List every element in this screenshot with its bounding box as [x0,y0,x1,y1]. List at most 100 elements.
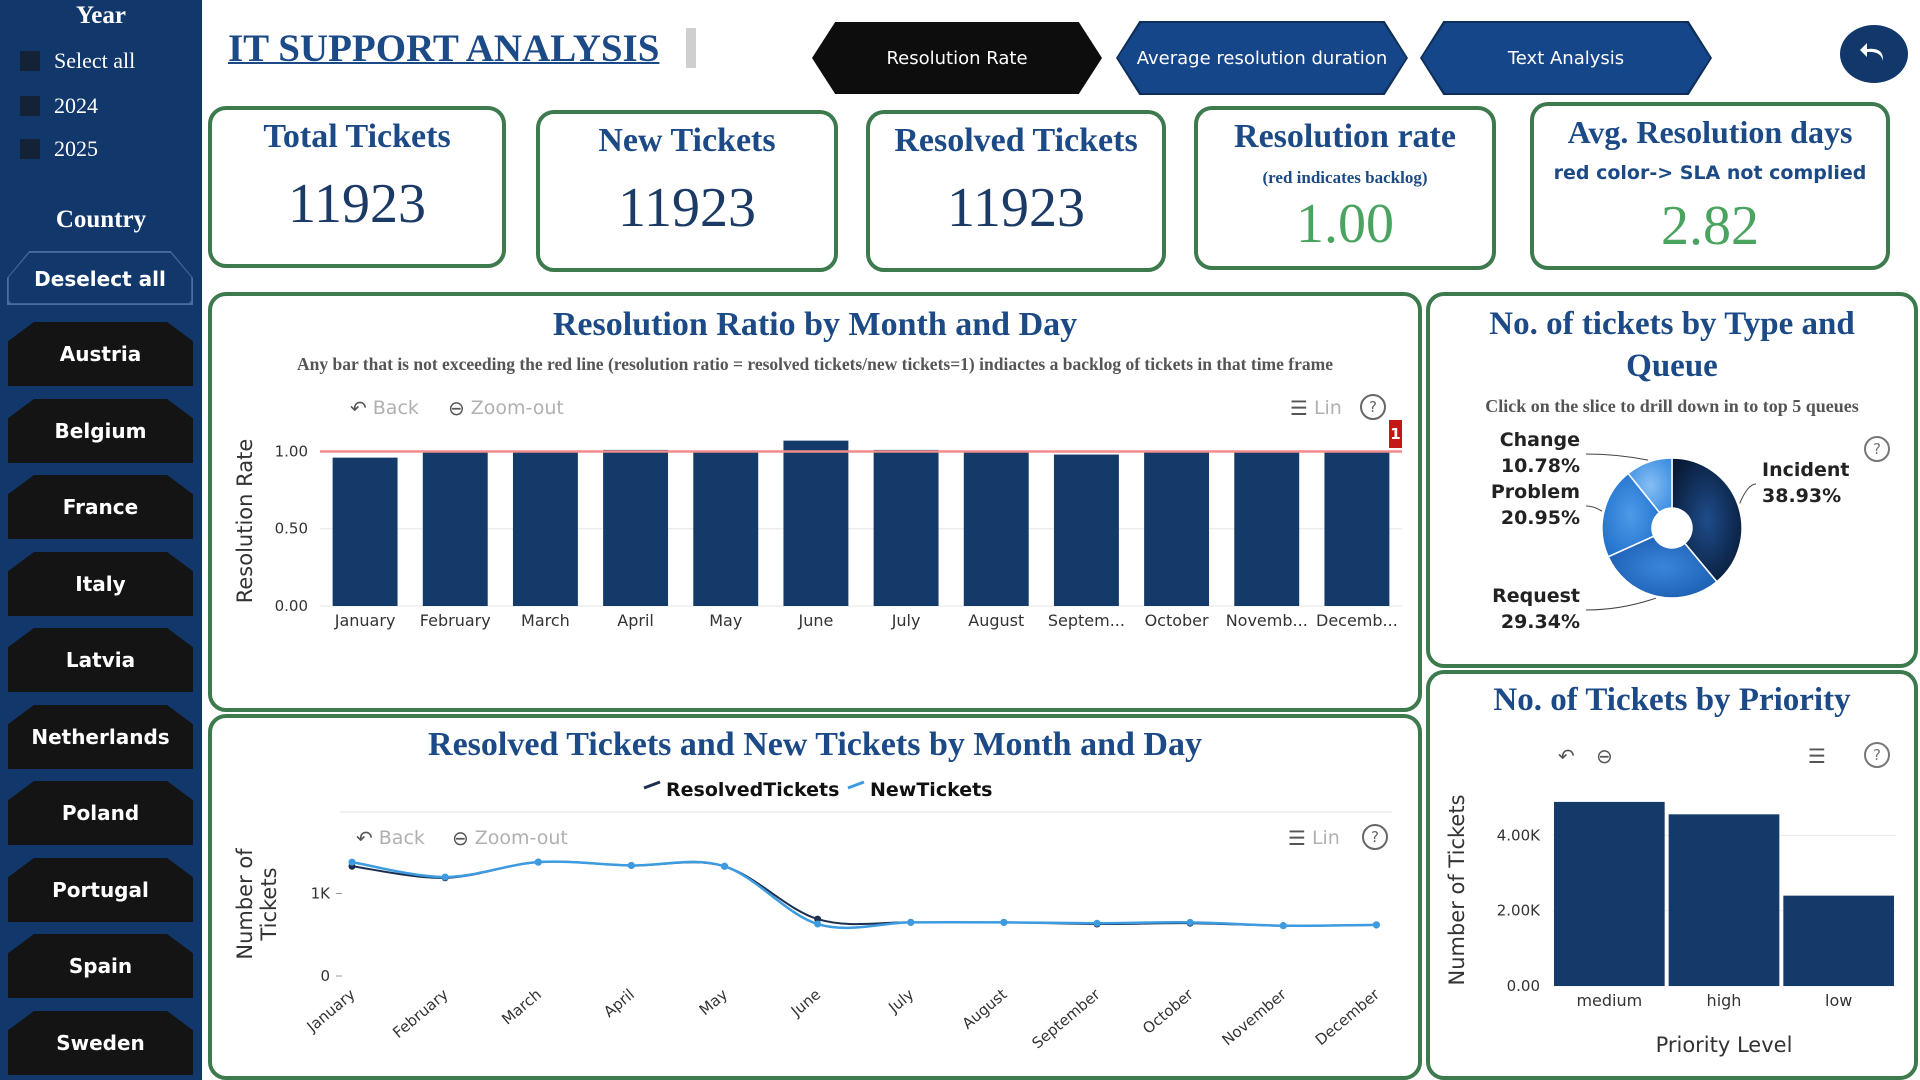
y-axis-label: Number of [233,848,257,960]
bar [873,449,939,606]
x-tick-label: December [1312,985,1384,1049]
x-tick-label: Septem... [1048,611,1125,630]
bar [1144,451,1210,606]
kpi-title: Resolution rate [1234,118,1456,155]
undo-arrow-icon[interactable] [1840,25,1908,83]
lin-scale-button[interactable]: ☰ Lin [1290,396,1342,420]
country-button-sweden[interactable]: Sweden [8,1011,193,1075]
country-button-italy[interactable]: Italy [8,552,193,616]
help-icon[interactable]: ? [1864,742,1890,768]
country-button-poland[interactable]: Poland [8,781,193,845]
x-tick-label: August [959,985,1011,1033]
kpi-card-avg-resolution-days: Avg. Resolution days red color-> SLA not… [1530,102,1890,270]
y-tick-label: 2.00K [1497,902,1541,920]
y-axis-label: Number of Tickets [1445,794,1469,985]
kpi-title: Total Tickets [263,118,451,155]
lin-scale-button[interactable]: ☰ [1808,744,1832,768]
x-tick-label: June [787,985,824,1020]
leader-line [1739,483,1757,504]
data-point [1093,919,1101,927]
zoom-out-button[interactable]: ⊖ [1596,744,1619,768]
bar [1668,814,1780,986]
tickets-by-type-panel: No. of tickets by Type and Queue Click o… [1426,292,1918,668]
zoom-out-button[interactable]: ⊖ Zoom-out [452,826,568,850]
panel-title: Resolution Ratio by Month and Day [552,306,1078,343]
data-point [1186,918,1194,926]
country-heading: Country [55,206,147,233]
data-point [348,858,356,866]
checkbox[interactable] [20,139,40,159]
bar [422,451,488,606]
data-point [1279,922,1287,930]
panel-title: No. of tickets by Type and [1489,306,1855,342]
data-point [721,862,729,870]
year-option-2024[interactable]: 2024 [20,93,98,119]
zoom-out-button[interactable]: ⊖ Zoom-out [448,396,564,420]
back-button[interactable]: ↶ Back [356,826,425,850]
x-tick-label: October [1139,985,1197,1038]
country-button-belgium[interactable]: Belgium [8,399,193,463]
x-tick-label: Decemb... [1316,611,1398,630]
x-tick-label: January [334,611,396,630]
back-arrow-icon: ↶ [1558,744,1575,768]
slice-label: Change [1500,429,1580,451]
y-tick-label: 0.00 [1507,977,1540,995]
country-button-spain[interactable]: Spain [8,934,193,998]
help-icon[interactable]: ? [1362,824,1388,850]
year-option-2025[interactable]: 2025 [20,136,98,162]
nav-button-resolution-rate[interactable]: Resolution Rate [812,22,1102,94]
nav-button-text-analysis[interactable]: Text Analysis [1422,23,1710,93]
lin-scale-button[interactable]: ☰ Lin [1288,826,1340,850]
back-button[interactable]: ↶ [1558,744,1581,768]
bar [963,451,1029,606]
back-button[interactable]: ↶ Back [350,396,419,420]
x-tick-label: June [797,611,833,630]
data-point [441,873,449,881]
bar [1554,801,1665,986]
kpi-title: Resolved Tickets [894,122,1138,159]
data-point [1000,918,1008,926]
x-tick-label: September [1028,985,1104,1053]
resolution-ratio-panel: Resolution Ratio by Month and Day Any ba… [208,292,1422,712]
country-button-portugal[interactable]: Portugal [8,858,193,922]
undo-arrow-glyph [1860,43,1884,61]
x-tick-label: February [389,985,452,1042]
x-tick-label: high [1707,991,1742,1010]
list-icon: ☰ [1288,826,1306,850]
country-button-netherlands[interactable]: Netherlands [8,705,193,769]
help-icon[interactable]: ? [1864,436,1890,462]
series-line-NewTickets [351,860,1377,930]
data-point [534,858,542,866]
panel-title-line2: Queue [1626,348,1718,384]
nav-button-average-resolution-duration[interactable]: Average resolution duration [1118,23,1406,93]
country-button-latvia[interactable]: Latvia [8,628,193,692]
x-tick-label: March [521,611,570,630]
slice-value: 29.34% [1501,611,1580,633]
x-tick-label: November [1218,985,1290,1049]
checkbox[interactable] [20,51,40,71]
country-button-austria[interactable]: Austria [8,322,193,386]
bar [783,440,849,606]
x-tick-label: February [420,611,491,630]
help-icon[interactable]: ? [1360,394,1386,420]
bar [512,451,578,606]
y-axis-label-line2: Tickets [257,867,281,941]
kpi-value: 1.00 [1296,193,1394,255]
list-icon: ☰ [1290,396,1308,420]
panel-note: Click on the slice to drill down in to t… [1485,396,1859,416]
x-tick-label: March [498,985,545,1028]
tickets-by-type-chart[interactable]: Incident 38.93% Request 29.34% Problem 20.95%… [1430,426,1914,666]
resolution-ratio-chart: Resolution Rate 0.00 0.50 1.00 January Februa… [233,439,1402,630]
checkbox[interactable] [20,96,40,116]
tickets-by-priority-panel: No. of Tickets by Priority ↶ ⊖ ☰ ? Numbe… [1426,670,1918,1080]
year-option-select-all[interactable]: Select all [20,48,135,74]
pie-slice-change [1627,457,1673,514]
y-axis-label: Resolution Rate [233,439,257,604]
x-tick-label: Novemb... [1226,611,1308,630]
country-button-france[interactable]: France [8,475,193,539]
kpi-subtitle: (red indicates backlog) [1262,168,1428,187]
panel-note: Any bar that is not exceeding the red li… [297,354,1333,374]
zoom-out-icon: ⊖ [1596,744,1613,768]
deselect-all-button[interactable]: Deselect all [8,252,192,304]
reference-marker: 1 [1389,420,1402,448]
